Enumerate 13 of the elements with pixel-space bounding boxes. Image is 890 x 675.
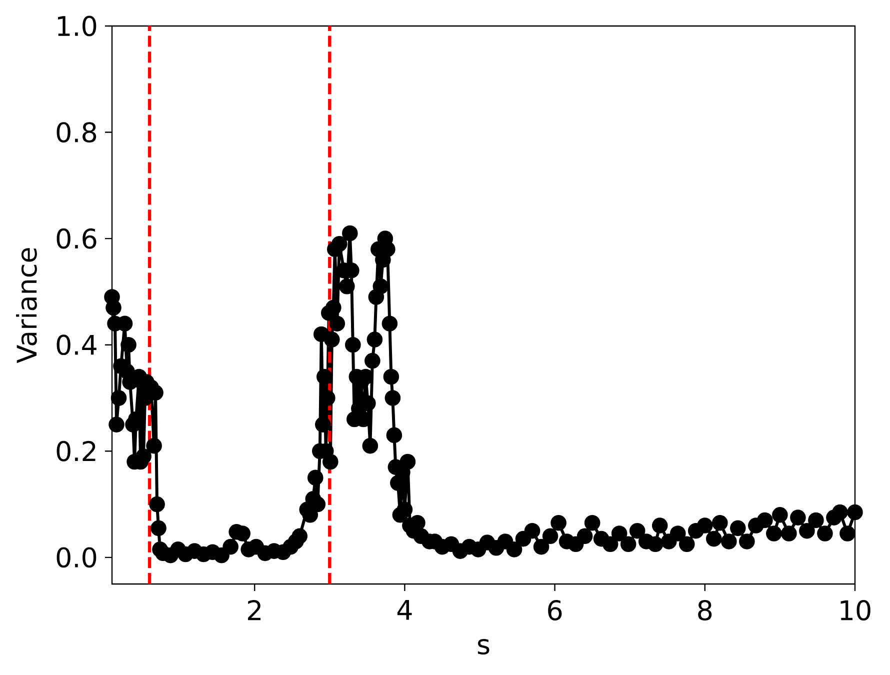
y-tick-label: 0.2 [56, 440, 96, 462]
y-axis-title: Variance [16, 248, 37, 364]
x-tick-label: 10 [840, 600, 870, 620]
x-tick-label: 8 [698, 600, 712, 620]
y-tick-label: 1.0 [58, 16, 96, 36]
x-tick-label: 4 [397, 600, 412, 620]
y-tick-label: 0.8 [56, 122, 96, 142]
x-axis-title: s [478, 639, 490, 655]
y-tick-label: 0.0 [56, 547, 96, 568]
x-tick-label: 2 [248, 600, 260, 620]
x-tick-label: 6 [548, 600, 562, 620]
y-tick-label: 0.4 [56, 334, 96, 356]
y-tick-label: 0.6 [56, 228, 96, 249]
